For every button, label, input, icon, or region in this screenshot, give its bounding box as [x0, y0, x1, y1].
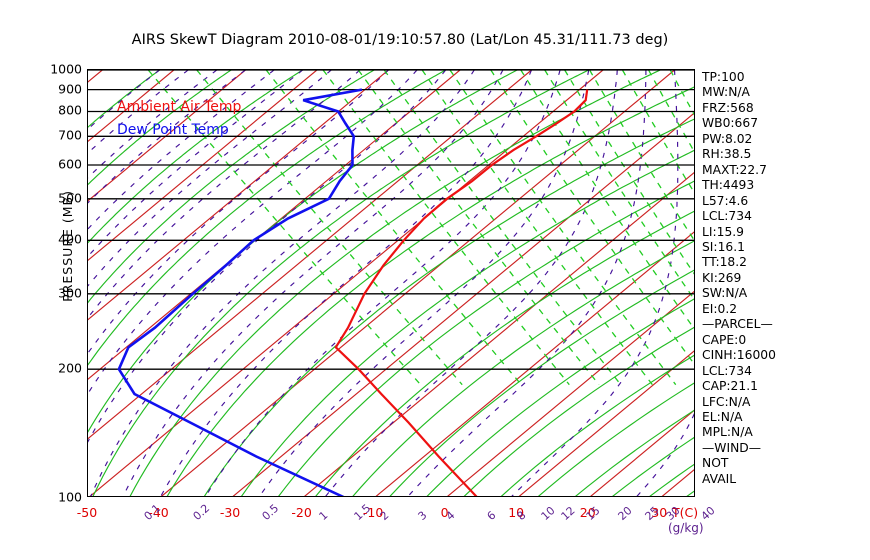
- bottom-temp-tick-30: 30: [651, 505, 668, 520]
- pressure-tick-400: 400: [58, 231, 82, 247]
- pressure-tick-1000: 1000: [50, 61, 82, 77]
- parameter-item-17: CAPE:0: [702, 332, 747, 347]
- parameter-item-9: LCL:734: [702, 209, 752, 224]
- legend-ambient-air-temp: Ambient Air Temp: [117, 99, 242, 115]
- bottom-temp-tick--20: -20: [291, 505, 312, 520]
- temperature-axis-label: T(C): [672, 505, 699, 520]
- mixing-ratio-tick-20: 20: [615, 503, 636, 523]
- mixing-ratio-tick-12: 12: [558, 503, 578, 523]
- mixing-ratio-tick-1: 1: [316, 508, 331, 523]
- parameter-item-23: MPL:N/A: [702, 425, 753, 440]
- pressure-tick-700: 700: [58, 127, 82, 143]
- parameter-item-25: NOT: [702, 456, 729, 471]
- sounding-curves: [117, 88, 589, 496]
- parameter-item-20: CAP:21.1: [702, 379, 758, 394]
- dew-point-temp-curve: [117, 88, 363, 496]
- pressure-tick-300: 300: [58, 285, 82, 301]
- bottom-temp-tick-20: 20: [579, 505, 596, 520]
- parameter-item-7: TH:4493: [702, 178, 755, 193]
- bottom-temp-tick--30: -30: [219, 505, 241, 520]
- parameter-item-3: WB0:667: [702, 116, 759, 131]
- parameter-item-11: SI:16.1: [702, 239, 745, 254]
- pressure-tick-800: 800: [58, 102, 82, 118]
- parameter-item-5: RH:38.5: [702, 147, 752, 162]
- parameter-item-0: TP:100: [702, 70, 745, 84]
- mixing-ratio-tick-4: 4: [443, 508, 458, 523]
- mixing-ratio-tick-0.2: 0.2: [190, 501, 213, 523]
- skewt-plot-area: Ambient Air Temp Dew Point Temp: [87, 69, 695, 497]
- parameter-item-22: EL:N/A: [702, 409, 743, 424]
- parameter-item-18: CINH:16000: [702, 348, 776, 363]
- parameter-item-12: TT:18.2: [702, 255, 747, 270]
- parameter-item-26: AVAIL: [702, 471, 737, 486]
- page-title: AIRS SkewT Diagram 2010-08-01/19:10:57.8…: [131, 32, 669, 48]
- bottom-temp-tick--50: -50: [76, 505, 98, 520]
- parameter-item-24: —WIND—: [702, 440, 762, 455]
- legend-dew-point-temp: Dew Point Temp: [117, 122, 229, 138]
- parameter-item-2: FRZ:568: [702, 100, 754, 115]
- dry-adiabat-lines: [88, 70, 694, 496]
- parameter-item-14: SW:N/A: [702, 286, 748, 301]
- parameter-readout-panel: TP:100 MW:N/A FRZ:568 WB0:667 PW:8.02 RH:38.5…: [702, 70, 862, 487]
- parameter-item-4: PW:8.02: [702, 131, 753, 146]
- skewt-plot-svg: [88, 70, 694, 496]
- mixing-ratio-tick-2: 2: [377, 508, 392, 523]
- pressure-tick-900: 900: [58, 81, 82, 97]
- mixing-ratio-tick-0.5: 0.5: [259, 501, 282, 523]
- bottom-temp-tick--10: -10: [362, 505, 384, 520]
- pressure-tick-200: 200: [58, 360, 82, 376]
- parameter-item-10: LI:15.9: [702, 224, 745, 239]
- moist-adiabat-lines: [88, 70, 694, 496]
- isobar-lines: [88, 70, 694, 370]
- bottom-temp-tick--40: -40: [148, 505, 169, 520]
- bottom-temp-tick-0: 0: [440, 505, 449, 520]
- mixing-ratio-tick-10: 10: [538, 503, 558, 523]
- mixing-ratio-tick-6: 6: [484, 508, 499, 523]
- mixing-ratio-lines: [147, 70, 694, 386]
- parameter-item-21: LFC:N/A: [702, 394, 751, 409]
- parameter-item-6: MAXT:22.7: [702, 162, 767, 177]
- mixing-ratio-axis-label: (g/kg): [668, 521, 704, 535]
- ambient-air-temp-curve: [334, 89, 589, 496]
- bottom-temp-tick-10: 10: [508, 505, 525, 520]
- pressure-tick-100: 100: [58, 489, 82, 505]
- mixing-ratio-tick-8: 8: [514, 508, 529, 523]
- parameter-item-16: —PARCEL—: [702, 317, 773, 332]
- pressure-tick-500: 500: [58, 190, 82, 206]
- parameter-item-1: MW:N/A: [702, 85, 750, 100]
- parameter-item-8: L57:4.6: [702, 193, 749, 208]
- parameter-item-15: EI:0.2: [702, 301, 738, 316]
- parameter-item-19: LCL:734: [702, 363, 752, 378]
- parameter-item-13: KI:269: [702, 270, 742, 285]
- mixing-ratio-tick-3: 3: [415, 508, 430, 523]
- pressure-tick-600: 600: [58, 156, 82, 172]
